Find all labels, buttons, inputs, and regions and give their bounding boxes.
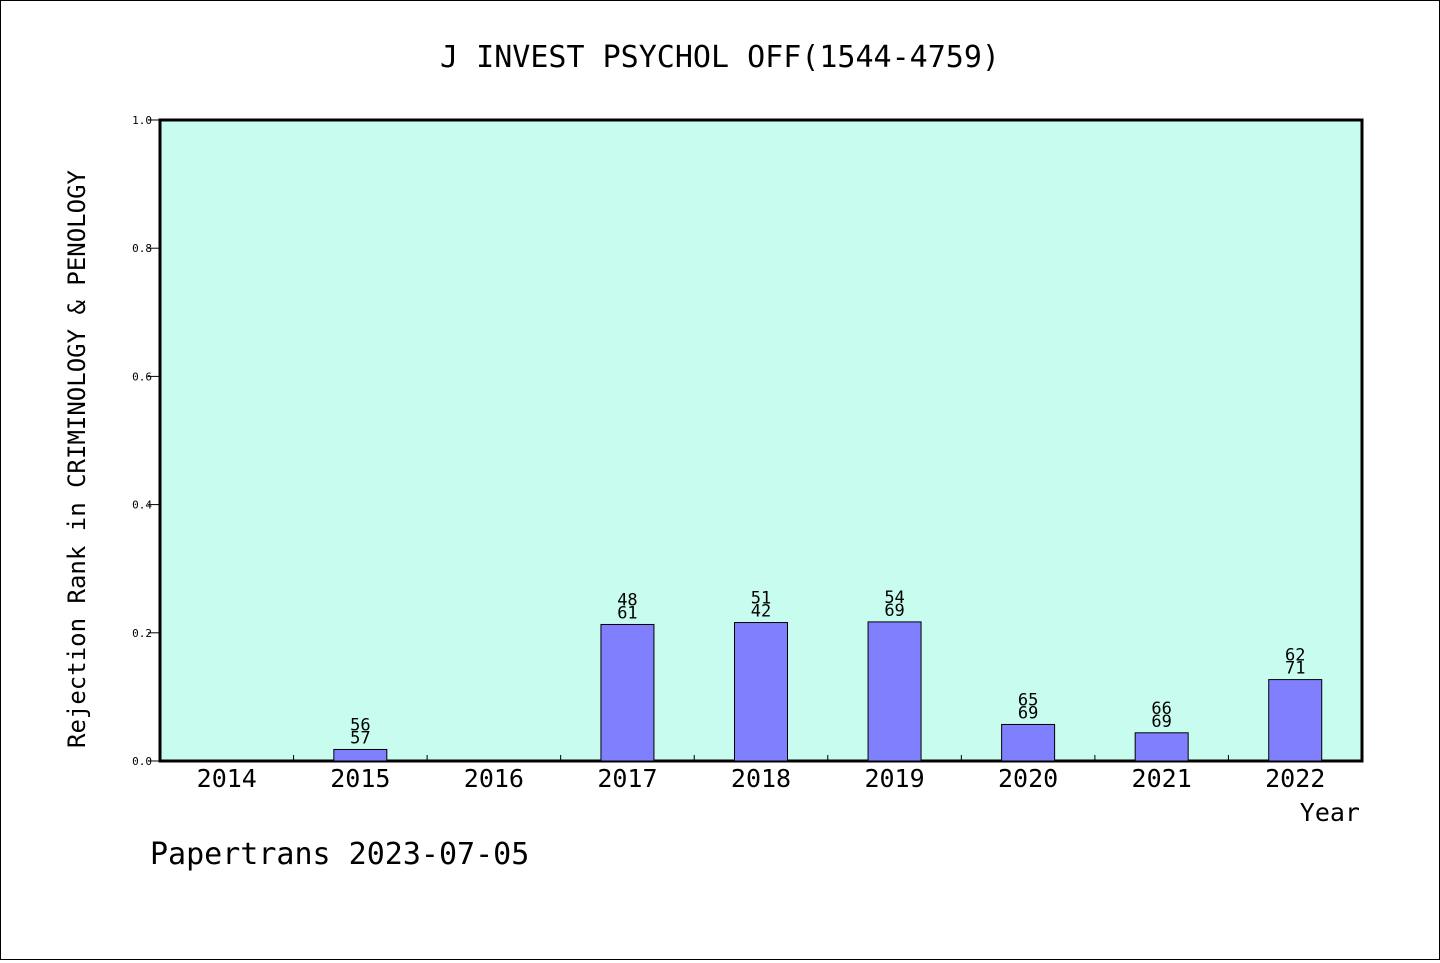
bar-label-top: 65 [1018, 690, 1038, 710]
bar [867, 621, 922, 762]
y-tick-label: 0.8 [132, 242, 152, 255]
bar [1268, 679, 1323, 762]
x-tick-label: 2018 [731, 764, 791, 793]
x-tick-label: 2020 [998, 764, 1058, 793]
x-tick-label: 2014 [197, 764, 257, 793]
y-axis: 0.0 0.2 0.4 0.6 0.8 1.0 [132, 114, 160, 768]
bar-label-bottom: 69 [1151, 712, 1171, 732]
bar [1001, 723, 1056, 762]
footer-text: Papertrans 2023-07-05 [150, 837, 529, 872]
y-tick-label: 0.4 [132, 499, 152, 512]
x-tick-label: 2016 [464, 764, 524, 793]
bar-label-top: 62 [1285, 646, 1305, 666]
x-tick-label: 2022 [1265, 764, 1325, 793]
bar [1134, 732, 1189, 762]
bar-label-bottom: 57 [350, 728, 370, 748]
y-tick-label: 0.0 [132, 755, 152, 768]
x-tick-label: 2017 [597, 764, 657, 793]
x-axis: 2014 2015 2016 2017 2018 2019 2020 2021 2022 [197, 755, 1325, 793]
chart-title: J INVEST PSYCHOL OFF(1544-4759) [440, 40, 1000, 75]
y-axis-label: Rejection Rank in CRIMINOLOGY & PENOLOGY [63, 169, 91, 748]
bar-label-bottom: 71 [1285, 659, 1305, 679]
bar-label-top: 66 [1151, 699, 1171, 719]
y-tick-label: 0.2 [132, 627, 152, 640]
bar-label-top: 54 [884, 588, 904, 608]
bar-label-bottom: 61 [617, 603, 637, 623]
bar-label-top: 56 [350, 715, 370, 735]
y-tick-label: 0.6 [132, 370, 152, 383]
bar-label-top: 51 [751, 589, 771, 609]
bar [333, 748, 388, 762]
x-tick-label: 2021 [1132, 764, 1192, 793]
x-axis-label: Year [1300, 798, 1360, 827]
bar-label-bottom: 69 [1018, 703, 1038, 723]
bar-label-bottom: 69 [884, 601, 904, 621]
bar-label-bottom: 42 [751, 602, 771, 622]
y-tick-label: 1.0 [132, 114, 152, 127]
x-tick-label: 2015 [330, 764, 390, 793]
bar [600, 623, 655, 762]
x-tick-label: 2019 [864, 764, 924, 793]
bar-label-top: 48 [617, 590, 637, 610]
bar [734, 622, 788, 762]
